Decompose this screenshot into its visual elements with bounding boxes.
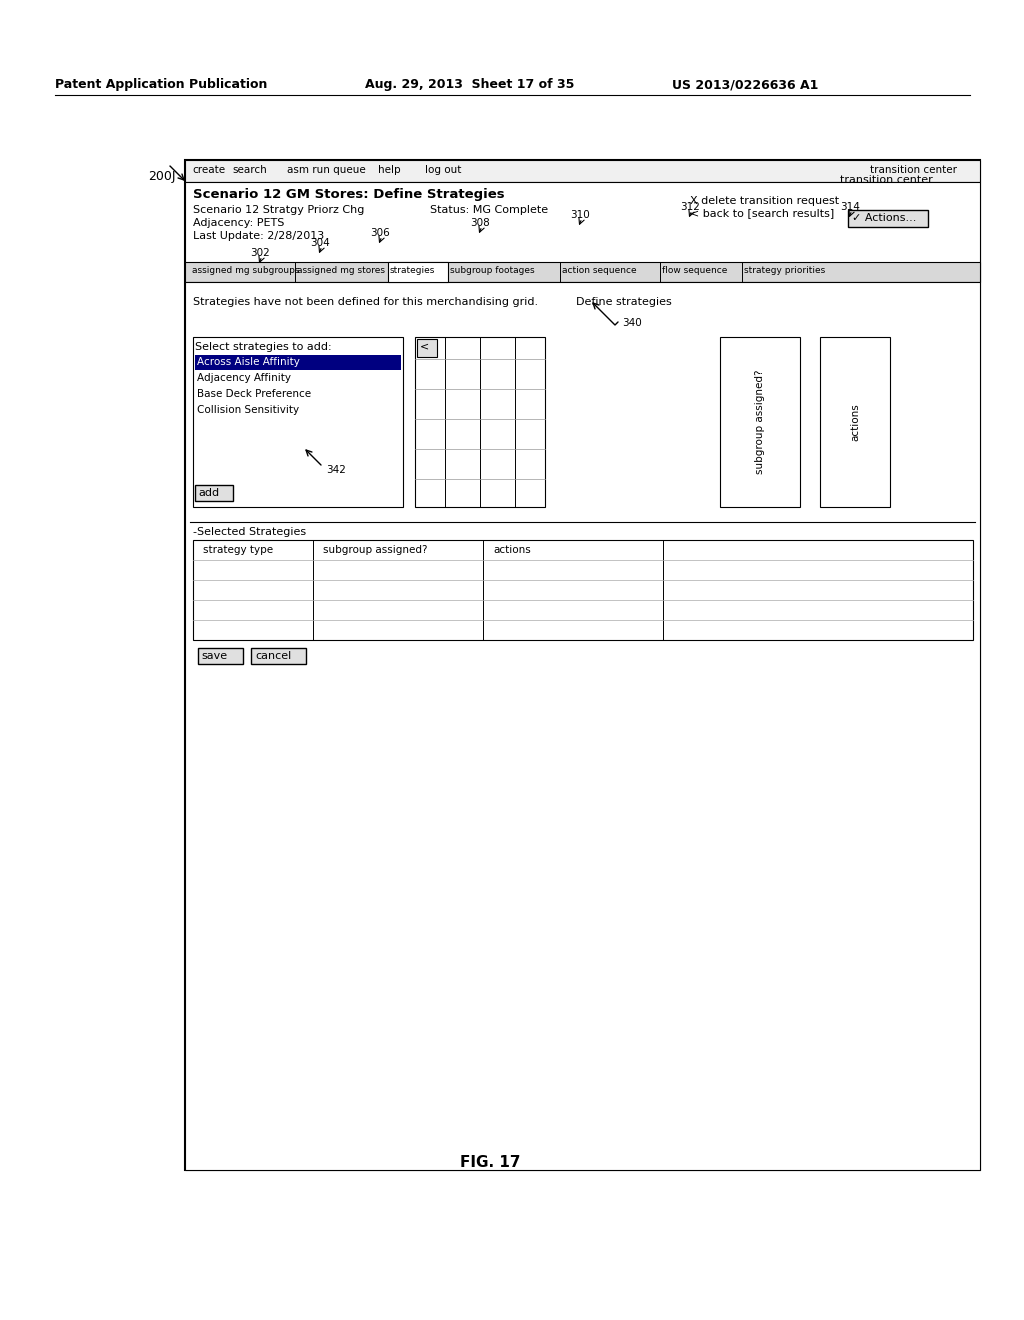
Text: create: create [193, 165, 225, 176]
Text: log out: log out [425, 165, 462, 176]
Text: asm run queue: asm run queue [287, 165, 366, 176]
Text: help: help [378, 165, 400, 176]
Text: 302: 302 [250, 248, 269, 257]
Text: Aug. 29, 2013  Sheet 17 of 35: Aug. 29, 2013 Sheet 17 of 35 [365, 78, 574, 91]
Bar [185, 160, 980, 182]
Text: Adjacency Affinity: Adjacency Affinity [197, 374, 291, 383]
Text: 312: 312 [680, 202, 699, 213]
Bar [185, 182, 980, 282]
Text: Define strategies: Define strategies [575, 297, 672, 308]
Text: action sequence: action sequence [562, 267, 637, 275]
Text: assigned mg stores: assigned mg stores [297, 267, 385, 275]
Text: strategies: strategies [390, 267, 435, 275]
Text: Base Deck Preference: Base Deck Preference [197, 389, 311, 399]
Text: 304: 304 [310, 238, 330, 248]
Bar [251, 648, 306, 664]
Text: < back to [search results]: < back to [search results] [690, 209, 835, 218]
Bar [198, 648, 243, 664]
Text: Collision Sensitivity: Collision Sensitivity [197, 405, 299, 414]
Text: Select strategies to add:: Select strategies to add: [195, 342, 332, 352]
Text: Scenario 12 Stratgy Priorz Chg: Scenario 12 Stratgy Priorz Chg [193, 205, 365, 215]
Text: subgroup assigned?: subgroup assigned? [323, 545, 427, 554]
Text: Scenario 12 GM Stores: Define Strategies: Scenario 12 GM Stores: Define Strategies [193, 187, 505, 201]
Bar [185, 261, 980, 282]
Bar [195, 355, 401, 370]
Text: Patent Application Publication: Patent Application Publication [55, 78, 267, 91]
Bar [388, 261, 449, 282]
Text: add: add [198, 488, 219, 498]
Text: strategy priorities: strategy priorities [744, 267, 825, 275]
Text: Strategies have not been defined for this merchandising grid.: Strategies have not been defined for thi… [193, 297, 542, 308]
Bar [185, 160, 980, 1170]
Bar [193, 337, 403, 507]
Text: Status: MG Complete: Status: MG Complete [430, 205, 548, 215]
Text: subgroup assigned?: subgroup assigned? [755, 370, 765, 474]
Text: Last Update: 2/28/2013: Last Update: 2/28/2013 [193, 231, 325, 242]
Text: search: search [232, 165, 266, 176]
Text: 200J: 200J [148, 170, 175, 183]
Text: assigned mg subgroups: assigned mg subgroups [193, 267, 299, 275]
Text: subgroup footages: subgroup footages [450, 267, 535, 275]
Text: transition center: transition center [870, 165, 957, 176]
Text: cancel: cancel [255, 651, 291, 661]
Bar [193, 540, 973, 640]
Text: <: < [420, 341, 429, 351]
Text: Across Aisle Affinity: Across Aisle Affinity [197, 356, 300, 367]
Text: 340: 340 [622, 318, 642, 327]
Bar [185, 282, 980, 1170]
Text: 314: 314 [840, 202, 860, 213]
Text: 308: 308 [470, 218, 489, 228]
Bar [415, 337, 545, 507]
Text: Adjacency: PETS: Adjacency: PETS [193, 218, 285, 228]
Text: save: save [201, 651, 227, 661]
Bar [848, 210, 928, 227]
Bar [820, 337, 890, 507]
Text: FIG. 17: FIG. 17 [460, 1155, 520, 1170]
Bar [195, 484, 233, 502]
Bar [417, 339, 437, 356]
Text: 306: 306 [370, 228, 390, 238]
Text: X delete transition request: X delete transition request [690, 195, 839, 206]
Text: US 2013/0226636 A1: US 2013/0226636 A1 [672, 78, 818, 91]
Text: actions: actions [850, 403, 860, 441]
Text: ✓ Actions...: ✓ Actions... [852, 213, 916, 223]
Text: 342: 342 [326, 465, 346, 475]
Text: 310: 310 [570, 210, 590, 220]
Text: flow sequence: flow sequence [662, 267, 727, 275]
Text: -Selected Strategies: -Selected Strategies [193, 527, 306, 537]
Bar [720, 337, 800, 507]
Text: actions: actions [493, 545, 530, 554]
Text: transition center: transition center [840, 176, 933, 185]
Text: strategy type: strategy type [203, 545, 273, 554]
